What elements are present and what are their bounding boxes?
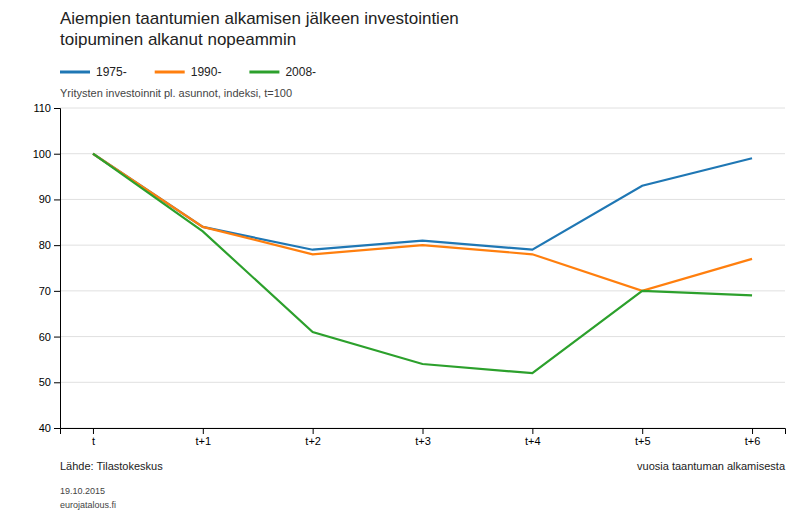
grid [60,108,785,428]
chart: Aiempien taantumien alkamisen jälkeen in… [0,0,801,523]
y-tick: 100 [33,148,60,160]
y-tick-label: 80 [39,239,51,251]
y-tick-label: 90 [39,193,51,205]
legend-swatch [155,71,185,74]
y-tick-label: 50 [39,376,51,388]
legend-label: 1990- [191,65,222,79]
legend-item: 1975- [60,65,127,79]
x-tick: t+1 [195,428,211,447]
x-tick: t+6 [745,428,761,447]
y-tick: 40 [39,422,60,434]
y-tick-mark [54,291,60,292]
y-tick-label: 110 [33,102,51,114]
x-tick-mark [313,428,314,434]
subtitle: Yritysten investoinnit pl. asunnot, inde… [60,87,292,99]
y-axis-line [54,109,61,429]
y-tick: 50 [39,376,60,388]
y-tick-label: 70 [39,285,51,297]
x-tick-label: t [92,435,95,447]
y-tick-label: 60 [39,331,51,343]
series-line [93,154,752,373]
x-tick: t [92,428,95,447]
grid-line [60,382,785,383]
y-tick: 110 [33,102,60,114]
x-tick-label: t+1 [195,435,211,447]
grid-line [60,108,785,109]
source-note: Lähde: Tilastokeskus [60,460,163,472]
x-tick-label: t+5 [635,435,651,447]
x-tick-label: t+3 [415,435,431,447]
date-note: 19.10.2015 [60,486,105,496]
x-tick-mark [752,428,753,434]
x-tick-mark [423,428,424,434]
y-tick-label: 40 [39,422,51,434]
x-tick-mark [532,428,533,434]
y-tick-mark [54,382,60,383]
x-tick: t+4 [525,428,541,447]
x-tick: t+2 [305,428,321,447]
legend-swatch [60,71,90,74]
y-tick: 80 [39,239,60,251]
y-tick: 90 [39,193,60,205]
x-tick-label: t+6 [745,435,761,447]
x-tick-label: t+4 [525,435,541,447]
y-tick-mark [54,199,60,200]
x-tick: t+5 [635,428,651,447]
title: toipuminen alkanut nopeammin [60,30,296,49]
x-tick: t+3 [415,428,431,447]
series-line [93,154,752,291]
legend-item: 1990- [155,65,222,79]
lines [93,154,752,373]
y-tick-mark [54,428,60,429]
y-tick: 70 [39,285,60,297]
x-tick-mark [642,428,643,434]
x-tick-mark [93,428,94,434]
y-tick-mark [54,154,60,155]
legend-swatch [249,71,279,74]
y-tick-mark [54,245,60,246]
y-tick: 60 [39,331,60,343]
grid-line [60,153,785,154]
x-axis-line [61,429,786,435]
legend: 1975- 1990- 2008- [60,65,316,79]
title: Aiempien taantumien alkamisen jälkeen in… [60,9,459,28]
x-tick-mark [203,428,204,434]
y-tick-label: 100 [33,148,51,160]
legend-item: 2008- [249,65,316,79]
y-tick-mark [54,337,60,338]
x-tick-label: t+2 [305,435,321,447]
legend-label: 1975- [96,65,127,79]
series-line [93,154,752,250]
y-tick-mark [54,108,60,109]
grid-line [60,336,785,337]
grid-line [60,199,785,200]
x-axis-title: vuosia taantuman alkamisesta [637,460,786,472]
x-axis: t t+1 t+2 t+3 t+4 t+5 t+6 [61,428,786,447]
legend-label: 2008- [285,65,316,79]
y-axis: 40 50 60 70 80 90 100 110 [33,102,61,434]
date-note: eurojatalous.fi [60,500,116,510]
